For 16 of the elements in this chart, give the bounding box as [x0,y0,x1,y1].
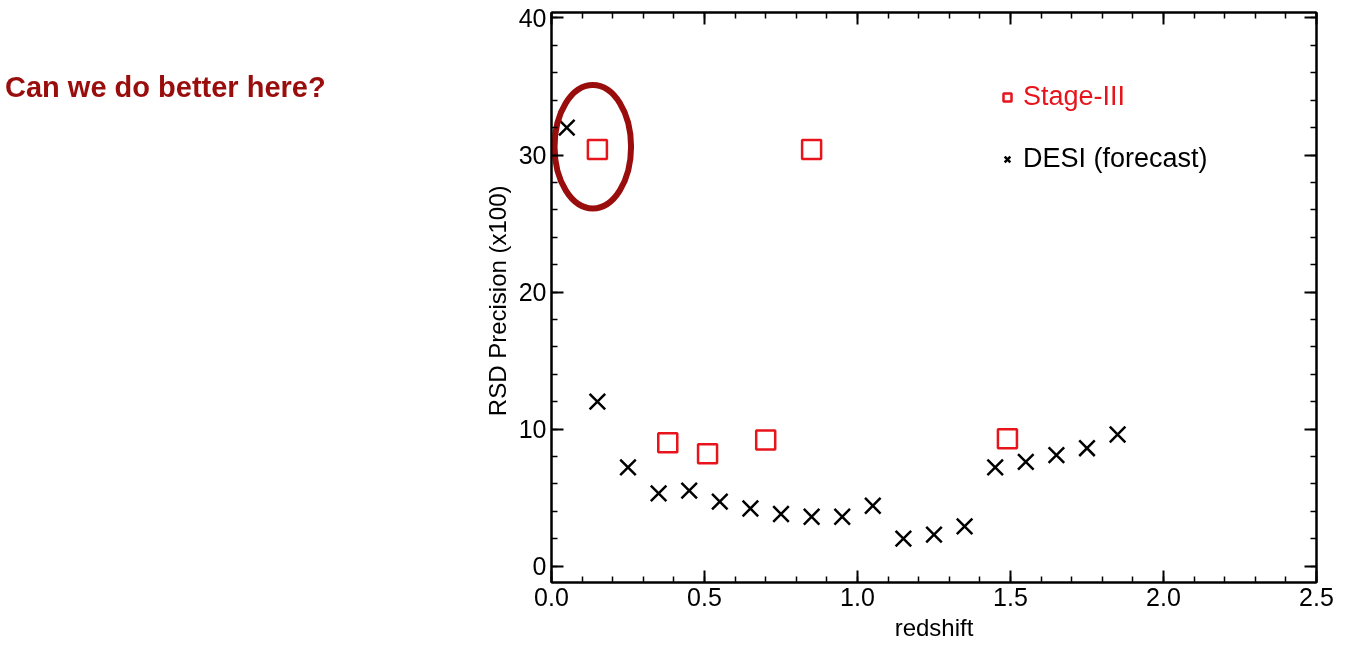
x-tick-label: 2.5 [1299,582,1334,611]
legend-label: Stage-III [1023,81,1126,112]
x-axis-title: redshift [894,613,974,641]
x-tick-label: 2.0 [1146,582,1181,611]
y-tick-label: 10 [518,415,547,444]
x-tick-label: 0.5 [687,582,722,611]
y-tick-label: 20 [518,278,547,307]
y-tick-label: 30 [518,141,547,169]
legend-label: DESI (forecast) [1023,143,1208,174]
y-tick-label: 0 [532,552,547,581]
x-tick-label: 0.0 [534,582,569,611]
text: Can we do better here? [5,70,326,105]
y-axis-title: RSD Precision (x100) [483,185,511,417]
x-tick-label: 1.0 [840,582,875,611]
y-tick-label: 40 [518,3,547,32]
x-tick-label: 1.5 [993,582,1028,611]
